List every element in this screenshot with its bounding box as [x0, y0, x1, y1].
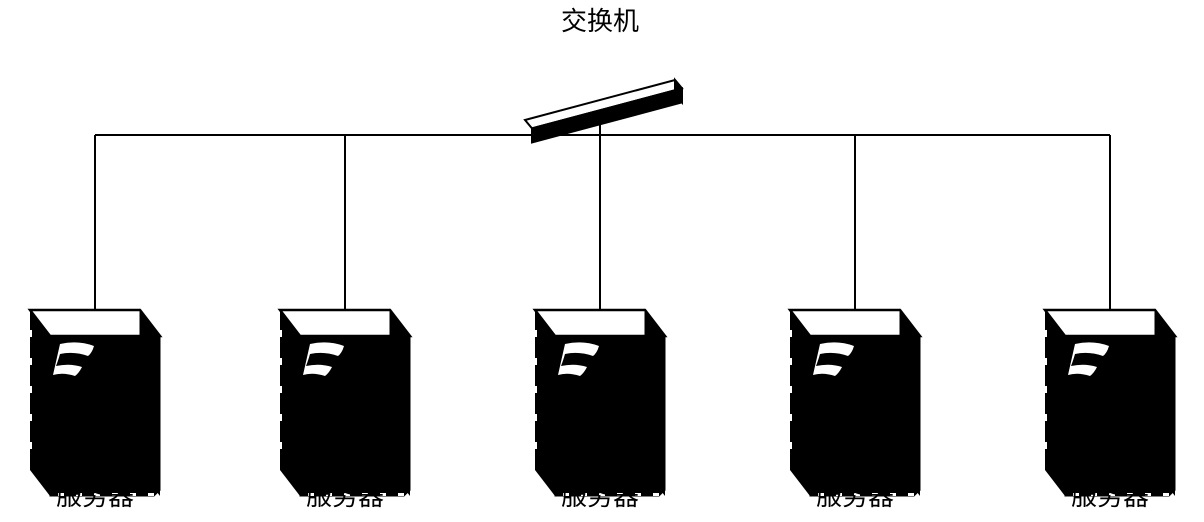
server-icon	[534, 310, 665, 496]
server-label: 服务器	[56, 482, 134, 511]
server-label: 服务器	[816, 482, 894, 511]
server-label: 服务器	[306, 482, 384, 511]
server-label: 服务器	[1071, 482, 1149, 511]
server-icon	[279, 310, 410, 496]
connection-lines	[95, 121, 1110, 310]
switch-icon: 交换机	[525, 7, 682, 142]
server-icon	[789, 310, 920, 496]
network-diagram: 交换机服务器 服务器 服务器 服务器 服务器	[0, 0, 1204, 522]
server-icon	[29, 310, 160, 496]
switch-label: 交换机	[561, 7, 639, 36]
server-label: 服务器	[561, 482, 639, 511]
server-icon	[1044, 310, 1175, 496]
